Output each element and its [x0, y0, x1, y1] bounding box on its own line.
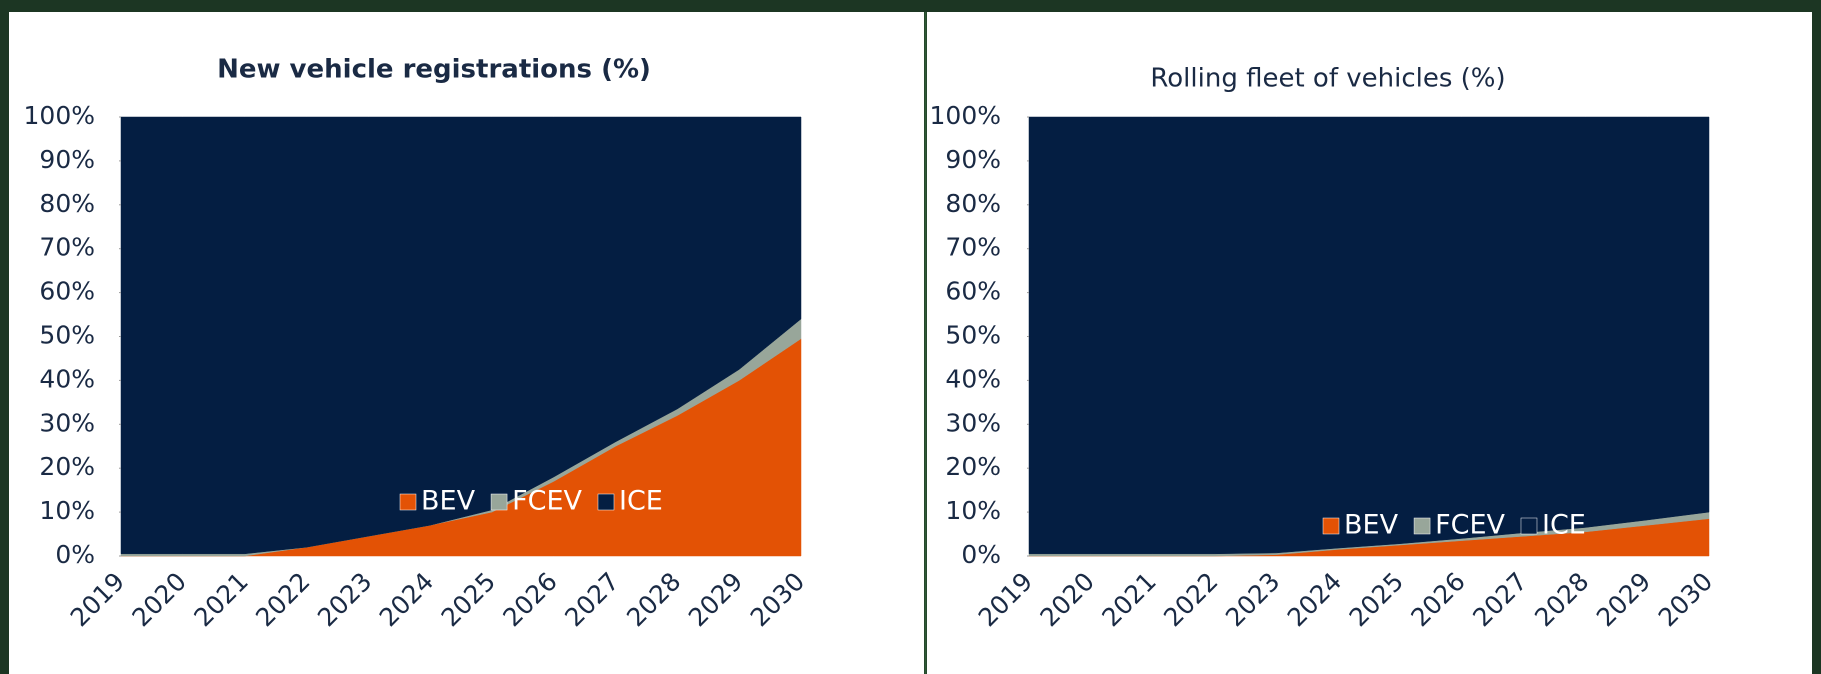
y-tick-label: 30%: [39, 408, 95, 437]
y-tick-label: 30%: [945, 408, 1001, 437]
y-tick-label: 50%: [945, 321, 1001, 350]
y-tick-label: 0%: [961, 540, 1001, 569]
y-tick-label: 70%: [945, 233, 1001, 262]
y-tick-label: 80%: [39, 189, 95, 218]
legend-label: ICE: [1542, 510, 1586, 541]
chart-title: New vehicle registrations (%): [217, 55, 651, 85]
legend-swatch: [597, 493, 615, 511]
legend-swatch: [1413, 517, 1431, 535]
legend-label: FCEV: [1435, 510, 1505, 541]
legend-swatch: [490, 493, 508, 511]
y-tick-label: 90%: [39, 145, 95, 174]
legend-label: ICE: [619, 486, 663, 517]
y-tick-label: 80%: [945, 189, 1001, 218]
y-tick-label: 20%: [945, 452, 1001, 481]
legend-label: FCEV: [512, 486, 582, 517]
area: [120, 116, 802, 555]
y-tick-label: 100%: [24, 101, 95, 130]
legend-swatch: [399, 493, 417, 511]
y-tick-label: 60%: [945, 277, 1001, 306]
y-tick-label: 20%: [39, 452, 95, 481]
y-tick-label: 100%: [930, 101, 1001, 130]
y-tick-label: 40%: [945, 364, 1001, 393]
y-tick-label: 70%: [39, 233, 95, 262]
y-tick-label: 0%: [55, 540, 95, 569]
y-tick-label: 90%: [945, 145, 1001, 174]
legend-swatch: [1520, 517, 1538, 535]
area: [1028, 116, 1710, 555]
y-tick-label: 60%: [39, 277, 95, 306]
legend-label: BEV: [1344, 510, 1399, 541]
y-tick-label: 10%: [945, 496, 1001, 525]
y-tick-label: 10%: [39, 496, 95, 525]
y-tick-label: 50%: [39, 321, 95, 350]
legend-label: BEV: [421, 486, 476, 517]
chart-title: Rolling fleet of vehicles (%): [1150, 64, 1505, 94]
y-tick-label: 40%: [39, 364, 95, 393]
legend-swatch: [1322, 517, 1340, 535]
